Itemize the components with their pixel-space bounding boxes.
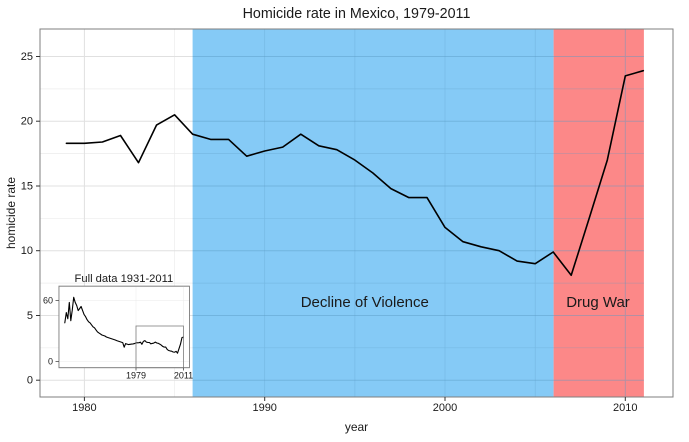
svg-text:1979: 1979 [126,371,146,381]
svg-text:5: 5 [27,310,33,322]
svg-text:Full data 1931-2011: Full data 1931-2011 [75,273,174,285]
svg-text:2011: 2011 [174,371,193,381]
svg-text:0: 0 [48,356,53,366]
svg-text:20: 20 [21,116,33,128]
svg-text:0: 0 [27,375,33,387]
svg-text:60: 60 [43,295,53,305]
svg-text:25: 25 [21,51,33,63]
svg-text:1990: 1990 [252,402,276,414]
svg-text:Drug War: Drug War [566,294,630,311]
svg-text:2010: 2010 [613,402,637,414]
svg-text:10: 10 [21,245,33,257]
svg-text:Decline of Violence: Decline of Violence [301,294,429,311]
svg-text:15: 15 [21,181,33,193]
svg-text:2000: 2000 [433,402,457,414]
svg-text:1980: 1980 [72,402,96,414]
